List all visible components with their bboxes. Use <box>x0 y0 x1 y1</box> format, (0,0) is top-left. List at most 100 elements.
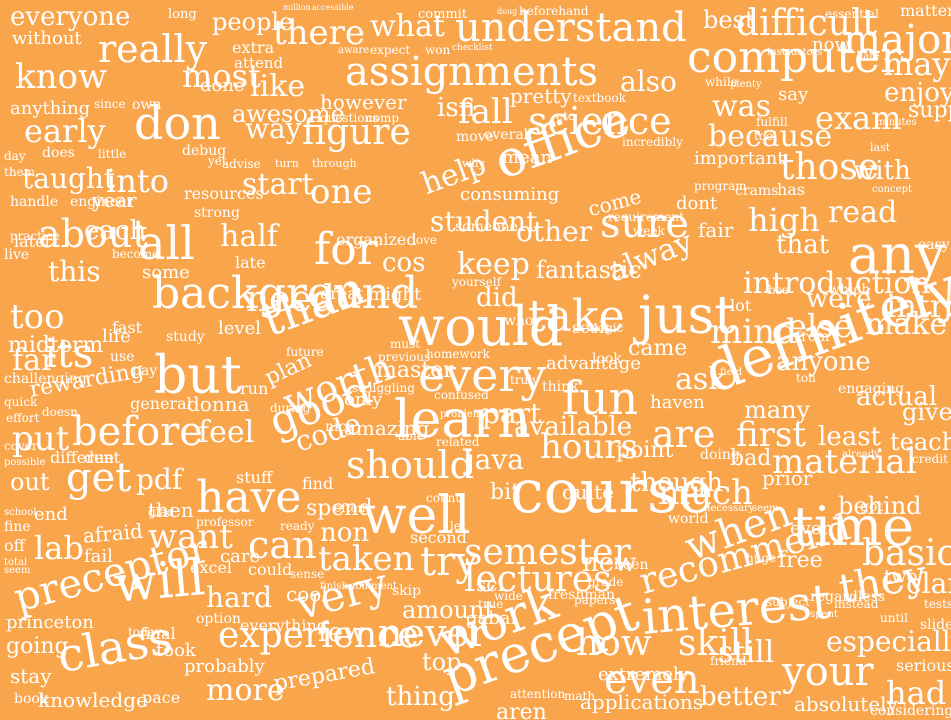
word-can: can <box>248 523 317 567</box>
word-advise: advise <box>222 157 261 171</box>
word-program: program <box>694 179 747 193</box>
word-everyone: everyone <box>10 2 131 32</box>
word-isn: isn <box>437 93 476 123</box>
word-every: every <box>418 348 547 402</box>
word-checklist: checklist <box>452 43 493 53</box>
word-ton: ton <box>796 371 816 385</box>
word-however: however <box>320 90 407 114</box>
word-serious: serious <box>896 656 951 675</box>
word-skip: skip <box>392 583 422 599</box>
word-also: also <box>620 65 677 98</box>
word-extra: extra <box>232 38 275 57</box>
word-with: with <box>853 156 911 186</box>
word-got: got <box>860 499 884 515</box>
word-sci: sci <box>476 572 504 596</box>
word-year: year <box>92 188 137 212</box>
word-about: about <box>38 212 148 256</box>
word-what: what <box>370 9 445 44</box>
word-run: run <box>240 379 269 398</box>
word-challenging: challenging <box>4 371 87 387</box>
word-still: still <box>718 635 775 670</box>
word-care: care <box>220 546 261 567</box>
word-etc: etc <box>556 109 575 123</box>
word-lab: lab <box>34 529 84 567</box>
word-mean: mean <box>502 147 553 168</box>
word-yourself: yourself <box>452 275 502 289</box>
word-spend: spend <box>306 496 373 521</box>
word-level: level <box>218 318 261 339</box>
word-hours: hours <box>540 427 638 467</box>
word-nice: nice <box>325 419 355 435</box>
word-cool: cool <box>286 582 328 606</box>
word-even: even <box>604 657 700 703</box>
word-general: general <box>130 394 192 413</box>
word-make: make <box>865 307 948 342</box>
word-final: final <box>140 624 176 643</box>
word-donna: donna <box>187 392 250 416</box>
word-credit: credit <box>912 452 948 466</box>
word-turn: turn <box>275 157 299 170</box>
word-prior: prior <box>762 466 813 490</box>
word-finish: finish <box>320 581 348 592</box>
word-try: try <box>420 539 478 585</box>
word-give: give <box>902 398 951 426</box>
word-say: say <box>778 84 809 105</box>
word-never: never <box>378 611 488 655</box>
word-sense: sense <box>290 567 325 581</box>
word-start: start <box>242 167 314 202</box>
word-little: little <box>98 147 127 161</box>
word-book: book <box>14 691 49 707</box>
word-actual: actual <box>856 382 938 412</box>
word-expect: expect <box>370 43 411 57</box>
word-could: could <box>248 560 293 579</box>
word-experience: experience <box>218 615 419 656</box>
word-only: only <box>344 389 383 410</box>
word-beforehand: beforehand <box>519 4 589 18</box>
word-own: own <box>132 97 162 113</box>
word-math: math <box>564 689 596 703</box>
word-better: better <box>700 682 781 712</box>
word-day: day <box>4 149 26 163</box>
word-already: already <box>842 449 880 460</box>
word-life: life <box>102 326 131 347</box>
word-want: want <box>148 517 233 557</box>
word-amount: amount <box>402 596 495 624</box>
word-best: best <box>703 6 755 34</box>
word-difficult: difficult <box>736 3 877 44</box>
word-end: end <box>34 504 68 525</box>
word-anything: anything <box>10 98 91 119</box>
word-should: should <box>346 443 474 487</box>
word-date: date <box>857 51 880 62</box>
word-off: off <box>4 536 25 555</box>
word-taken: taken <box>318 539 415 579</box>
word-been: been <box>614 557 649 573</box>
word-each: each <box>84 216 147 246</box>
word-keep: keep <box>457 247 530 282</box>
word-part: part <box>482 397 542 430</box>
word-many: many <box>744 396 811 424</box>
word-probably: probably <box>184 656 265 677</box>
word-doing: doing <box>700 447 740 463</box>
word-accessible: accessible <box>312 3 354 12</box>
word-ready: ready <box>280 519 315 533</box>
word-important: important <box>694 148 785 169</box>
word-everything: everything <box>240 616 328 635</box>
word-into: into <box>106 162 169 200</box>
word-feel: feel <box>198 415 255 450</box>
word-awesome: awesome <box>232 100 345 128</box>
word-aren: aren <box>496 700 547 720</box>
word-cover: cover <box>4 439 38 453</box>
word-its: its <box>44 331 94 377</box>
word-master: master <box>376 358 454 383</box>
word-how: how <box>576 623 652 664</box>
word-glad: glad <box>148 505 175 519</box>
word-princeton: princeton <box>6 612 94 633</box>
word-handle: handle <box>10 194 59 210</box>
word-plenty: plenty <box>730 79 762 90</box>
word-assignments: assignments <box>345 49 599 95</box>
word-new: new <box>582 548 637 578</box>
word-may: may <box>883 45 951 83</box>
word-this: this <box>48 255 101 288</box>
word-haven: haven <box>650 392 705 413</box>
